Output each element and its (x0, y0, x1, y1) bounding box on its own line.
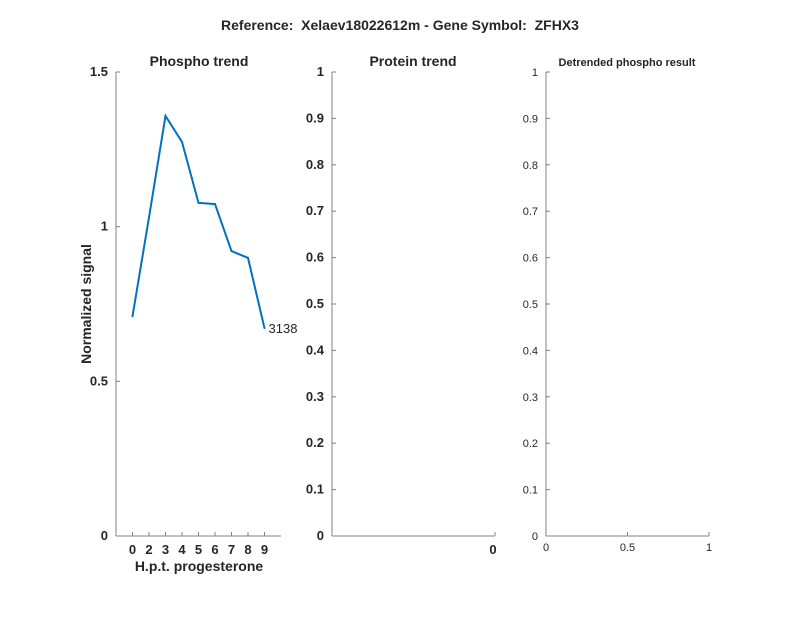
y-tick-label: 0 (317, 528, 324, 543)
y-tick-label: 1 (317, 64, 324, 79)
y-tick-label: 0.8 (306, 157, 324, 172)
y-tick-label: 0.1 (523, 485, 538, 497)
x-tick-label: 9 (261, 542, 268, 557)
data-point (230, 250, 233, 253)
y-tick-label: 0.3 (523, 392, 538, 404)
panel-title: Protein trend (369, 53, 456, 69)
x-tick-label: 7 (228, 542, 235, 557)
series-line-3138 (131, 113, 266, 329)
data-point (247, 256, 249, 259)
y-axis-label: Normalized signal (78, 244, 94, 364)
y-tick-label: 0.7 (306, 203, 324, 218)
figure-title: Reference: Xelaev18022612m - Gene Symbol… (221, 17, 579, 33)
x-tick-label: 1 (706, 542, 712, 554)
y-tick-label: 1 (532, 67, 538, 79)
x-tick-label: 0 (543, 542, 549, 554)
y-tick-label: 0.5 (90, 373, 108, 388)
y-tick-label: 0.9 (306, 110, 324, 125)
y-tick-label: 1.5 (90, 64, 108, 79)
series-end-label: 3138 (269, 321, 298, 336)
data-point (181, 140, 183, 143)
protein-trend-panel: Protein trend 0 0.1 0.2 0.3 0.4 0.5 0.6 0.7 0.8 0.… (306, 53, 497, 557)
y-tick-label: 0.4 (523, 345, 538, 357)
y-tick-label: 0.3 (306, 389, 324, 404)
x-tick-label: 5 (195, 542, 202, 557)
x-axis-label: H.p.t. progesterone (135, 558, 264, 574)
y-tick-label: 0.4 (306, 342, 325, 357)
y-tick-label: 0.5 (523, 299, 538, 311)
y-tick-label: 1 (101, 219, 108, 234)
detrended-phospho-panel: Detrended phospho result 0 0.1 0.2 0.3 0.4 0.5… (523, 57, 712, 554)
y-tick-label: 0.7 (523, 206, 538, 218)
x-tick-label: 0 (489, 542, 496, 557)
data-point (131, 315, 134, 318)
panel-title: Detrended phospho result (559, 57, 696, 69)
y-tick-label: 0 (532, 531, 538, 543)
y-tick-label: 0 (101, 528, 108, 543)
y-tick-label: 0.5 (306, 296, 324, 311)
x-tick-label: 6 (211, 542, 218, 557)
panel-title: Phospho trend (150, 53, 249, 69)
x-tick-label: 8 (244, 542, 251, 557)
data-point (148, 216, 150, 219)
y-tick-label: 0.2 (306, 435, 324, 450)
y-tick-label: 0.6 (523, 253, 538, 265)
x-tick-label: 2 (145, 542, 152, 557)
y-tick-label: 0.8 (523, 160, 538, 172)
y-tick-label: 0.2 (523, 438, 538, 450)
x-tick-label: 3 (162, 542, 169, 557)
data-point (164, 114, 167, 117)
y-tick-label: 0.6 (306, 250, 324, 265)
data-point (197, 201, 200, 204)
y-tick-label: 0.9 (523, 113, 538, 125)
x-tick-label: 0 (129, 542, 136, 557)
x-tick-label: 4 (178, 542, 186, 557)
y-tick-label: 0.1 (306, 482, 324, 497)
x-tick-label: 0.5 (620, 542, 635, 554)
data-point (214, 203, 216, 206)
data-point (263, 327, 266, 330)
